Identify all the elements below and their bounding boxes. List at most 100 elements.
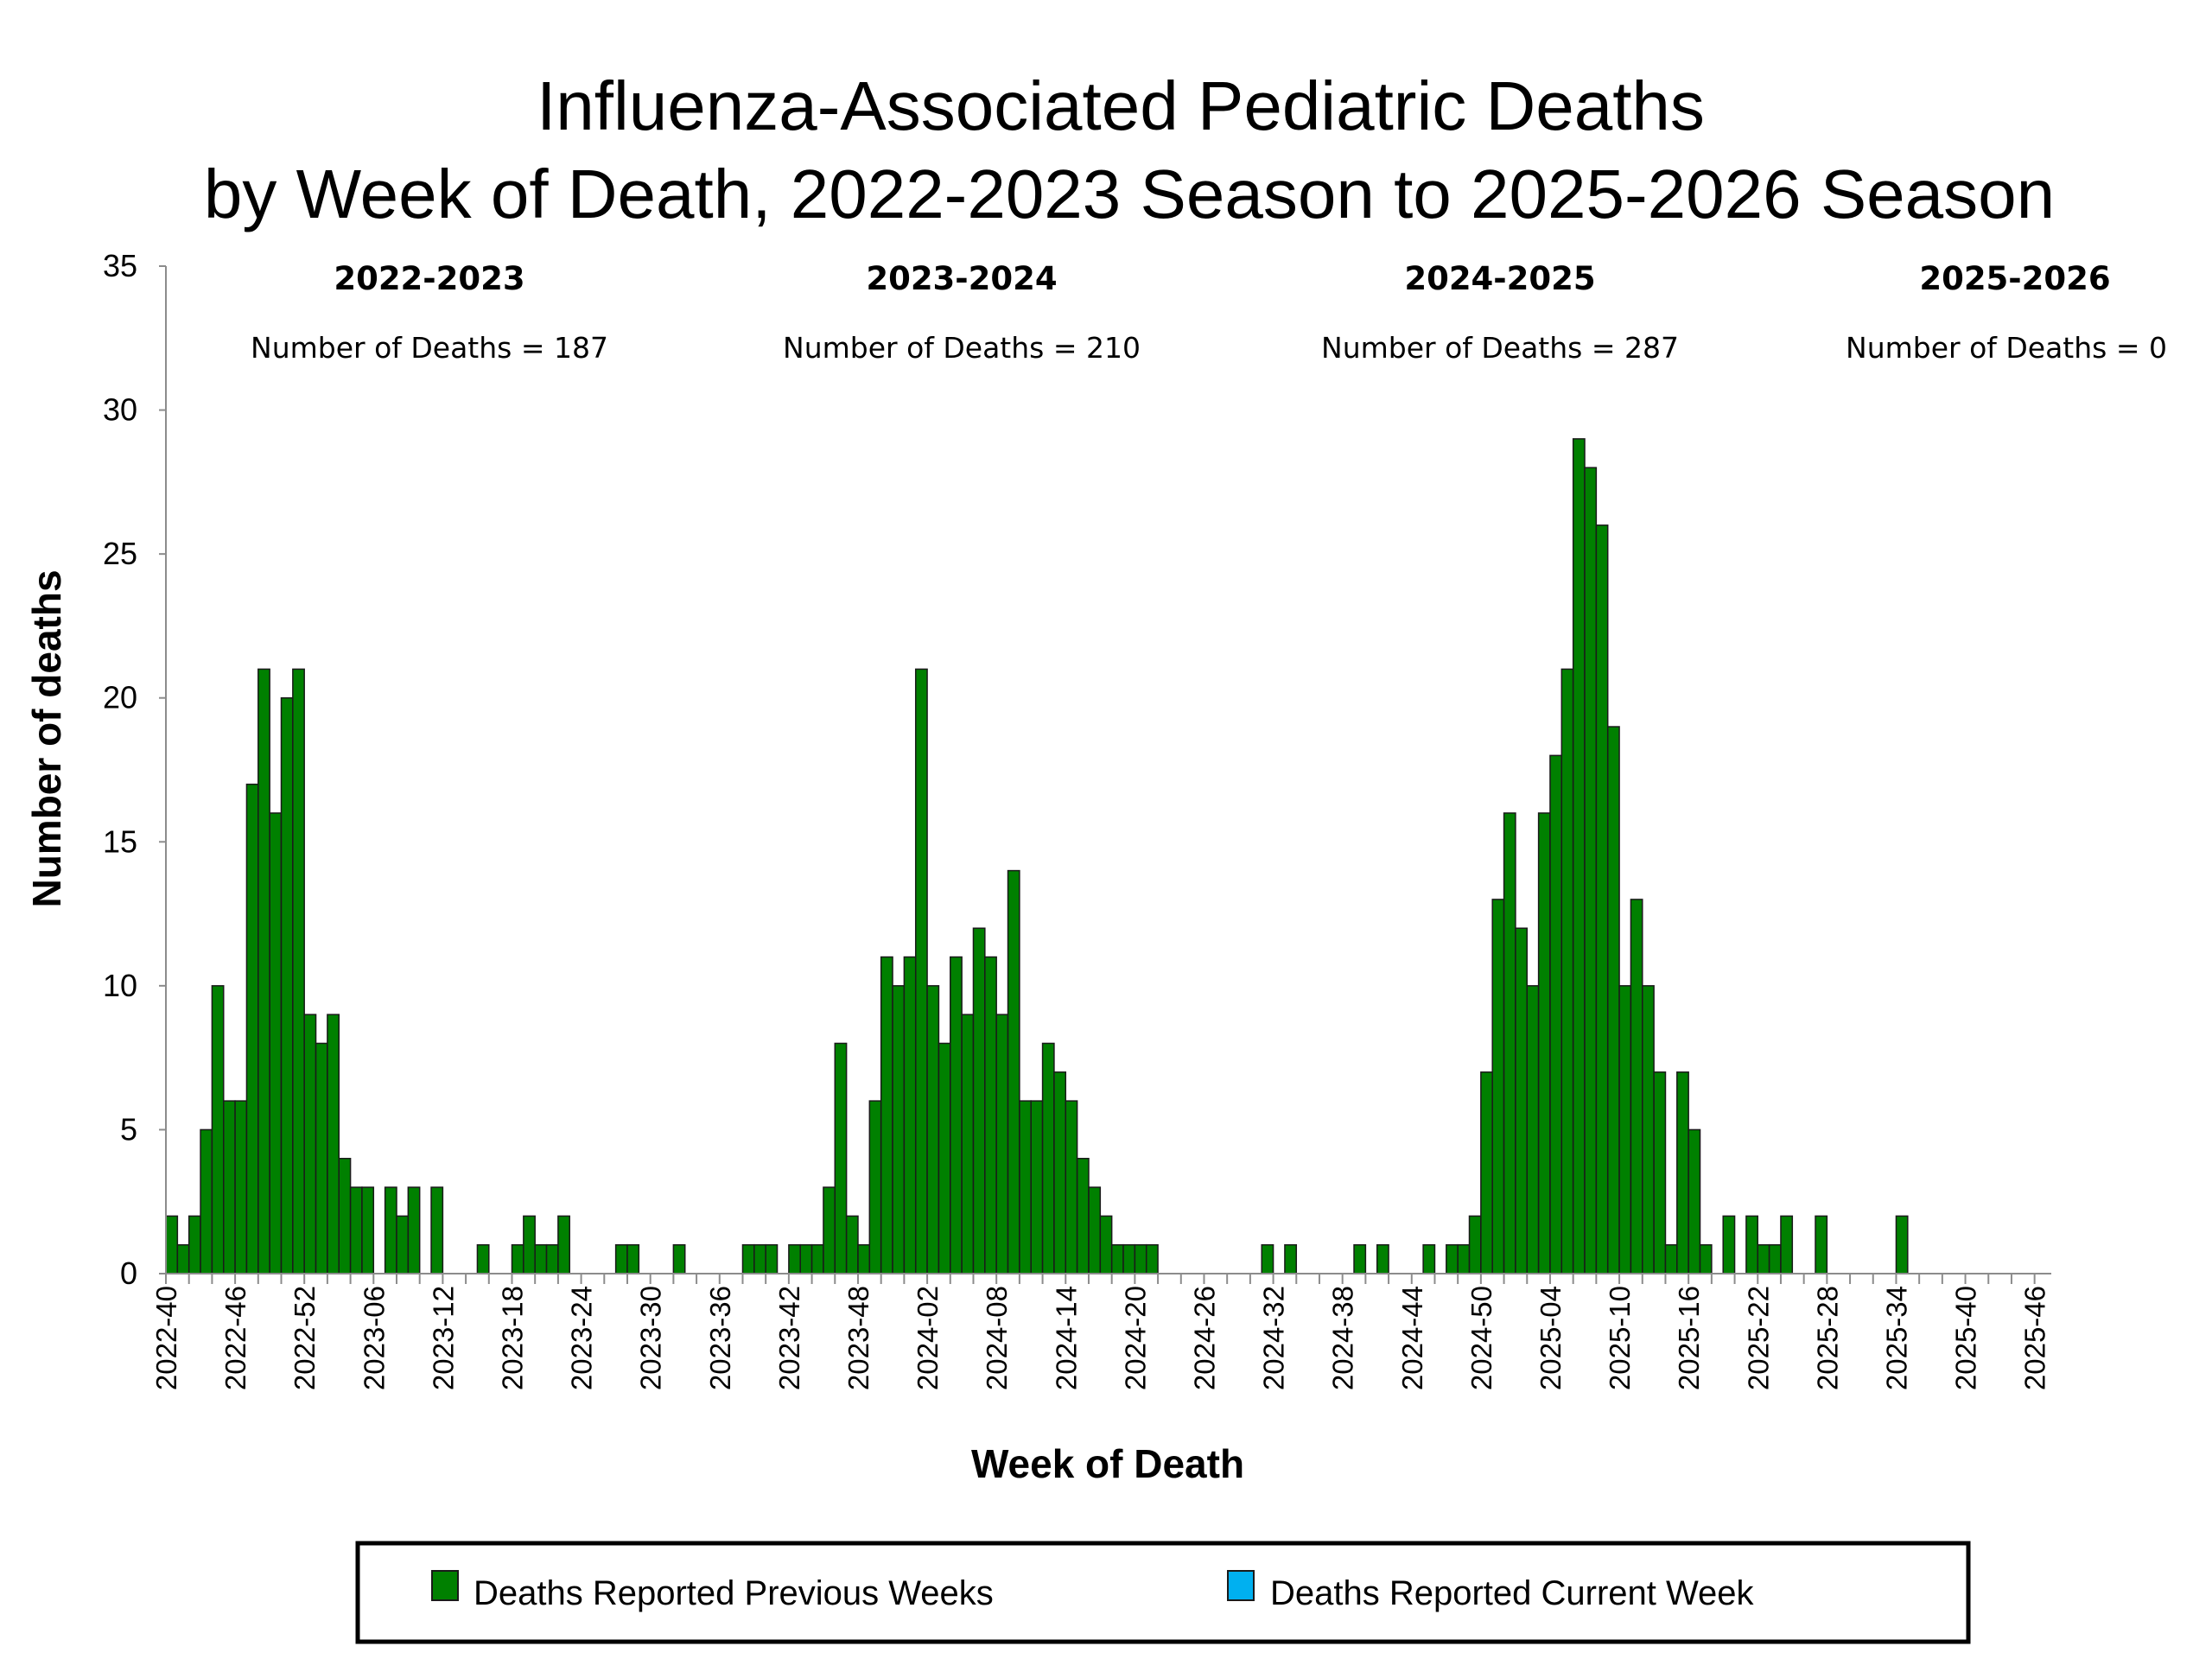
bar-2024-16-previous — [1088, 1186, 1102, 1274]
bar-2023-51-previous — [892, 985, 906, 1274]
bar-2023-48-previous — [857, 1243, 871, 1274]
bar-2024-14-previous — [1065, 1100, 1078, 1274]
bar-2023-39-previous — [753, 1243, 766, 1274]
bar-2024-33-previous — [1284, 1243, 1298, 1274]
bar-2023-43-previous — [799, 1243, 813, 1274]
bar-2022-52-previous — [303, 1014, 317, 1274]
bar-2024-11-previous — [1030, 1100, 1044, 1274]
bar-2023-04-previous — [349, 1186, 363, 1274]
bar-2024-10-previous — [1019, 1100, 1032, 1274]
legend: Deaths Reported Previous Weeks Deaths Re… — [355, 1541, 1971, 1644]
bar-2022-44-previous — [211, 985, 225, 1274]
bar-2023-08-previous — [396, 1215, 410, 1274]
legend-swatch-previous-weeks — [431, 1570, 459, 1601]
bar-2024-19-previous — [1122, 1243, 1136, 1274]
bar-2024-21-previous — [1145, 1243, 1159, 1274]
season-label: 2022-2023 — [334, 260, 524, 297]
x-tick-label: 2023-24 — [566, 1286, 598, 1390]
bar-2025-07-previous — [1584, 467, 1598, 1274]
bar-2024-03-previous — [938, 1042, 951, 1274]
bar-2024-20-previous — [1134, 1243, 1147, 1274]
bar-2024-04-previous — [950, 956, 963, 1274]
bar-2025-19-previous — [1722, 1215, 1736, 1274]
bar-2025-01-previous — [1515, 927, 1529, 1274]
y-tick-label: 15 — [103, 823, 137, 859]
x-tick-label: 2025-46 — [2019, 1286, 2051, 1390]
bar-2024-06-previous — [972, 927, 986, 1274]
bar-2022-43-previous — [200, 1128, 213, 1274]
x-tick-label: 2025-22 — [1742, 1286, 1774, 1390]
bar-2025-24-previous — [1780, 1215, 1794, 1274]
x-tick-label: 2024-32 — [1258, 1286, 1290, 1390]
bar-2023-19-previous — [523, 1215, 536, 1274]
bar-2023-07-previous — [384, 1186, 397, 1274]
x-tick-label: 2025-16 — [1673, 1286, 1705, 1390]
bar-2023-09-previous — [407, 1186, 421, 1274]
bar-2023-18-previous — [511, 1243, 524, 1274]
bar-2023-05-previous — [361, 1186, 375, 1274]
x-tick-label: 2022-52 — [289, 1286, 321, 1390]
x-tick-label: 2023-18 — [496, 1286, 528, 1390]
x-tick-label: 2025-34 — [1880, 1286, 1912, 1390]
bar-2022-42-previous — [188, 1215, 201, 1274]
y-tick-label: 30 — [103, 392, 137, 428]
bar-2024-05-previous — [961, 1014, 975, 1274]
y-axis-title: Number of deaths — [24, 569, 69, 907]
x-tick-label: 2023-06 — [358, 1286, 390, 1390]
bar-2025-14-previous — [1664, 1243, 1678, 1274]
chart-title-line-2: by Week of Death, 2022-2023 Season to 20… — [204, 156, 2055, 232]
bar-2025-21-previous — [1745, 1215, 1759, 1274]
bar-2022-41-previous — [176, 1243, 190, 1274]
x-tick-label: 2022-46 — [219, 1286, 251, 1390]
season-label: 2024-2025 — [1404, 260, 1595, 297]
legend-label-current-week: Deaths Reported Current Week — [1270, 1574, 1755, 1612]
bar-2024-12-previous — [1041, 1042, 1055, 1274]
bar-2024-17-previous — [1099, 1215, 1113, 1274]
bar-2023-20-previous — [534, 1243, 548, 1274]
bar-2022-46-previous — [234, 1100, 248, 1274]
bar-2023-44-previous — [810, 1243, 824, 1274]
bar-2023-11-previous — [430, 1186, 444, 1274]
y-tick-label: 25 — [103, 536, 137, 571]
x-tick-label: 2023-12 — [427, 1286, 459, 1390]
x-tick-label: 2024-50 — [1465, 1286, 1497, 1390]
y-tick-label: 0 — [120, 1255, 137, 1291]
x-tick-label: 2025-40 — [1950, 1286, 1982, 1390]
bar-2025-17-previous — [1699, 1243, 1713, 1274]
bar-2023-47-previous — [845, 1215, 859, 1274]
bar-2024-31-previous — [1261, 1243, 1274, 1274]
legend-swatch-current-week — [1227, 1570, 1255, 1601]
chart-title-line-1: Influenza-Associated Pediatric Deaths — [537, 67, 1705, 144]
bar-2023-15-previous — [476, 1243, 490, 1274]
bar-2025-27-previous — [1815, 1215, 1828, 1274]
bar-2024-48-previous — [1457, 1243, 1471, 1274]
bar-2024-15-previous — [1076, 1157, 1090, 1274]
bar-2025-34-previous — [1895, 1215, 1909, 1274]
x-tick-label: 2025-04 — [1535, 1286, 1567, 1390]
x-axis-title: Week of Death — [971, 1441, 1244, 1486]
bar-2023-46-previous — [834, 1042, 848, 1274]
legend-box — [355, 1541, 1971, 1644]
season-count: Number of Deaths = 0 — [1846, 331, 2167, 365]
bar-2023-50-previous — [880, 956, 893, 1274]
bar-2023-52-previous — [903, 956, 917, 1274]
bar-2023-22-previous — [557, 1215, 570, 1274]
bar-2024-01-previous — [914, 668, 928, 1274]
x-tick-label: 2023-48 — [842, 1286, 874, 1390]
bar-2025-09-previous — [1606, 726, 1620, 1274]
y-tick-label: 35 — [103, 248, 137, 283]
bar-2024-51-previous — [1491, 899, 1505, 1274]
bar-2024-41-previous — [1376, 1243, 1389, 1274]
bar-2023-40-previous — [765, 1243, 779, 1274]
bar-2025-05-previous — [1560, 668, 1574, 1274]
bar-2022-48-previous — [257, 668, 270, 1274]
bar-2024-45-previous — [1422, 1243, 1436, 1274]
bar-2023-49-previous — [868, 1100, 882, 1274]
x-tick-label: 2024-08 — [981, 1286, 1013, 1390]
bar-2024-52-previous — [1503, 812, 1516, 1274]
x-tick-label: 2024-02 — [912, 1286, 944, 1390]
bar-2022-49-previous — [269, 812, 283, 1274]
season-label: 2025-2026 — [1919, 260, 2110, 297]
x-tick-label: 2025-28 — [1811, 1286, 1843, 1390]
